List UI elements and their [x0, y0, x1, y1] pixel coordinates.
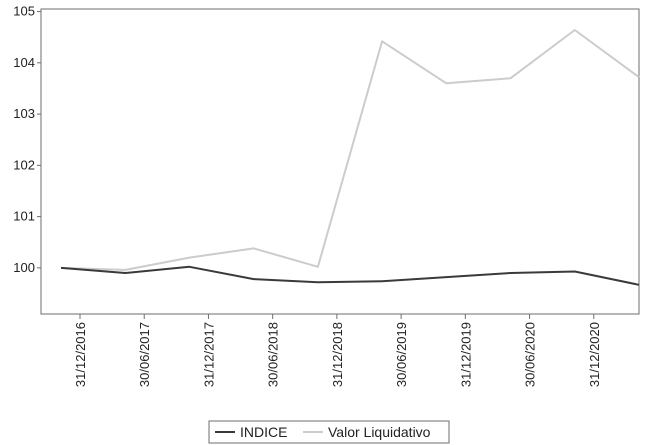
series-line-indice: [60, 265, 640, 286]
legend-label-valor-liquidativo: Valor Liquidativo: [328, 424, 431, 440]
x-tick-label: 30/06/2019: [394, 322, 409, 387]
series-layer: [60, 29, 640, 286]
legend: INDICE Valor Liquidativo: [208, 420, 450, 444]
x-axis: 31/12/2016 30/06/2017 31/12/2017 30/06/2018…: [73, 314, 602, 387]
y-tick-label: 103: [13, 106, 35, 121]
legend-box: [208, 420, 450, 444]
x-tick-label: 31/12/2016: [73, 322, 88, 387]
x-tick-label: 31/12/2019: [458, 322, 473, 387]
y-tick-label: 100: [13, 260, 35, 275]
x-tick-label: 31/12/2020: [587, 322, 602, 387]
y-tick-label: 101: [13, 209, 35, 224]
x-tick-label: 30/06/2020: [523, 322, 538, 387]
x-tick-label: 31/12/2018: [330, 322, 345, 387]
y-tick-label: 102: [13, 157, 35, 172]
legend-label-indice: INDICE: [240, 424, 287, 440]
plot-frame: [40, 8, 640, 315]
x-tick-label: 30/06/2018: [266, 322, 281, 387]
series-line-valor-liquidativo: [60, 29, 640, 271]
x-tick-label: 31/12/2017: [201, 322, 216, 387]
y-axis: 100 101 102 103 104 105: [13, 4, 41, 275]
y-tick-label: 104: [13, 55, 35, 70]
x-tick-label: 30/06/2017: [137, 322, 152, 387]
y-tick-label: 105: [13, 4, 35, 19]
